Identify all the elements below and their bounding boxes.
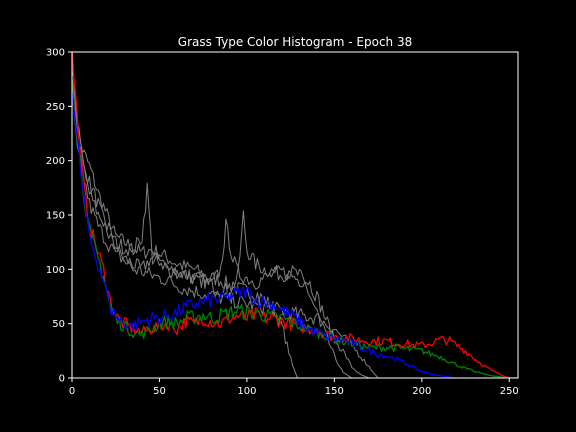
series-line-gray-2 — [72, 80, 370, 378]
y-tick-label: 300 — [46, 48, 65, 59]
x-tick-label: 100 — [237, 386, 256, 397]
y-axis-ticks: 0 50 100 150 200 250 300 — [46, 48, 72, 385]
series-line-red-4 — [72, 52, 518, 378]
x-tick-label: 200 — [412, 386, 431, 397]
x-tick-label: 50 — [153, 386, 166, 397]
y-tick-label: 200 — [46, 156, 65, 167]
y-tick-label: 250 — [46, 102, 65, 113]
series-line-blue-6 — [72, 91, 518, 378]
series-line-green-5 — [72, 80, 518, 378]
y-tick-label: 100 — [46, 265, 65, 276]
chart-title: Grass Type Color Histogram - Epoch 38 — [178, 35, 412, 49]
y-tick-label: 150 — [46, 211, 65, 222]
series-line-gray-0 — [72, 70, 299, 378]
x-axis-ticks: 0 50 100 150 200 250 — [69, 378, 519, 397]
x-tick-label: 0 — [69, 386, 75, 397]
y-tick-label: 0 — [59, 374, 65, 385]
y-tick-label: 50 — [52, 319, 65, 330]
x-tick-label: 150 — [325, 386, 344, 397]
series-layer — [72, 52, 518, 378]
x-tick-label: 250 — [500, 386, 519, 397]
series-line-gray-3 — [72, 95, 379, 378]
